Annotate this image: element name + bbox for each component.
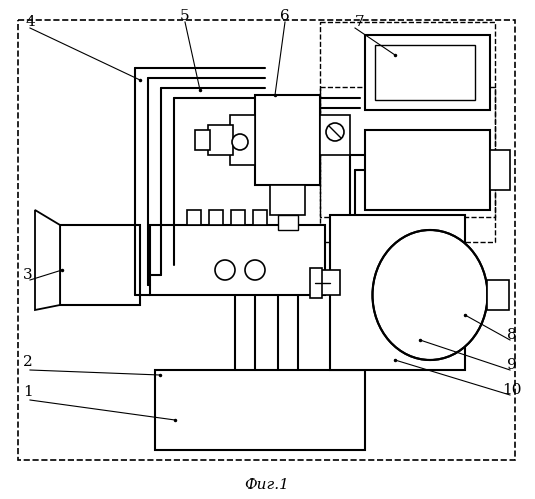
Polygon shape	[487, 280, 509, 310]
Polygon shape	[208, 125, 233, 155]
Text: 8: 8	[507, 328, 517, 342]
Polygon shape	[150, 225, 325, 295]
Polygon shape	[209, 210, 223, 225]
Polygon shape	[330, 215, 465, 370]
Polygon shape	[60, 225, 140, 305]
Polygon shape	[375, 45, 475, 100]
Text: 10: 10	[502, 383, 522, 397]
Polygon shape	[35, 210, 60, 310]
Polygon shape	[253, 210, 267, 225]
Polygon shape	[187, 210, 201, 225]
Text: 1: 1	[23, 385, 33, 399]
Text: 6: 6	[280, 9, 290, 23]
Polygon shape	[278, 215, 298, 230]
Polygon shape	[195, 130, 210, 150]
Text: 3: 3	[23, 268, 33, 282]
Polygon shape	[155, 370, 365, 450]
Polygon shape	[490, 150, 510, 190]
Text: Фиг.1: Фиг.1	[244, 478, 289, 492]
Polygon shape	[230, 115, 255, 165]
Ellipse shape	[372, 230, 487, 360]
Text: 2: 2	[23, 355, 33, 369]
Polygon shape	[320, 115, 350, 155]
Polygon shape	[231, 210, 245, 225]
Text: 9: 9	[507, 358, 517, 372]
Circle shape	[232, 134, 248, 150]
Polygon shape	[270, 185, 305, 215]
Circle shape	[245, 260, 265, 280]
Text: 7: 7	[355, 15, 365, 29]
Circle shape	[215, 260, 235, 280]
Polygon shape	[320, 270, 340, 295]
Polygon shape	[365, 130, 490, 210]
Text: 5: 5	[180, 9, 190, 23]
Polygon shape	[365, 35, 490, 110]
Polygon shape	[255, 95, 320, 185]
Circle shape	[326, 123, 344, 141]
Text: 4: 4	[25, 15, 35, 29]
Polygon shape	[310, 268, 322, 298]
